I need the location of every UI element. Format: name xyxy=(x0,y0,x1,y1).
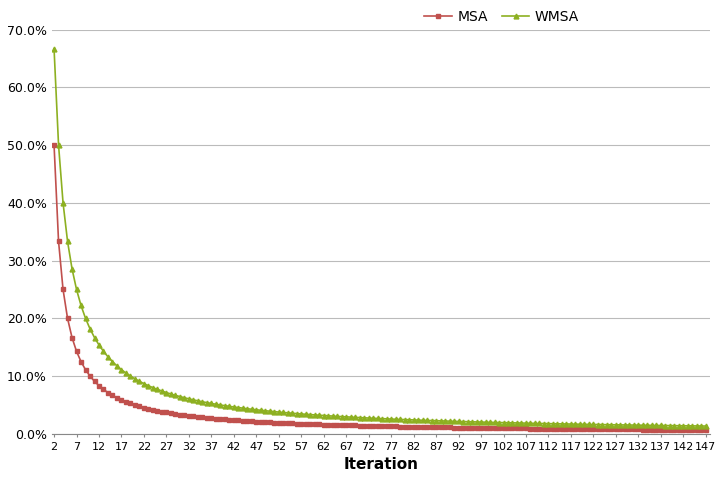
WMSA xyxy=(211,401,220,407)
Line: MSA: MSA xyxy=(51,143,708,433)
Legend: MSA, WMSA: MSA, WMSA xyxy=(418,4,585,29)
WMSA xyxy=(207,400,216,406)
Line: WMSA: WMSA xyxy=(51,46,708,429)
MSA xyxy=(211,416,220,422)
WMSA xyxy=(50,46,59,52)
MSA xyxy=(234,418,243,423)
MSA xyxy=(378,423,387,429)
WMSA xyxy=(126,373,135,379)
MSA xyxy=(50,142,59,148)
MSA xyxy=(702,427,710,433)
MSA xyxy=(207,415,216,421)
X-axis label: Iteration: Iteration xyxy=(343,457,418,472)
WMSA xyxy=(234,405,243,411)
MSA xyxy=(432,424,440,430)
MSA xyxy=(126,400,135,406)
WMSA xyxy=(702,423,710,429)
WMSA xyxy=(378,416,387,422)
WMSA xyxy=(432,418,440,423)
